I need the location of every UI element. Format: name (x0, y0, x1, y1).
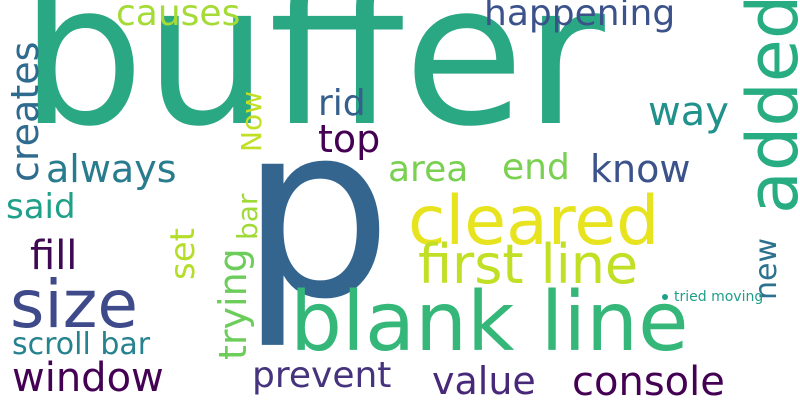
word-prevent: prevent (252, 355, 392, 396)
word-end: end (502, 147, 570, 188)
word-first-line: first line (418, 233, 639, 296)
word-window: window (12, 355, 164, 400)
word-buffer: buffer (20, 0, 605, 170)
word-causes: causes (116, 0, 241, 34)
word-scroll-bar: scroll bar (12, 327, 151, 362)
word-way: way (648, 89, 729, 135)
word-console: console (572, 359, 725, 400)
word-top: top (318, 117, 381, 161)
word-value: value (432, 359, 536, 400)
word-happening: happening (484, 0, 676, 34)
word-rid: rid (318, 83, 366, 124)
word-trying: trying (211, 248, 255, 360)
word-set: set (163, 228, 203, 280)
word-fill: fill (30, 233, 78, 279)
word-said: said (6, 187, 76, 227)
word-p: p (240, 72, 393, 352)
word-bar: bar (231, 193, 264, 240)
word-added: added (732, 0, 800, 214)
dot-marker (662, 294, 668, 300)
word-creates: creates (3, 41, 47, 182)
word-know: know (590, 147, 691, 191)
word-size: size (10, 266, 138, 343)
word-cleared: cleared (408, 182, 660, 261)
word-area: area (388, 149, 469, 190)
word-blank-line: blank line (290, 275, 689, 370)
word-always: always (46, 147, 177, 191)
word-now: Now (235, 91, 268, 152)
word-tried-moving: tried moving (674, 289, 764, 305)
